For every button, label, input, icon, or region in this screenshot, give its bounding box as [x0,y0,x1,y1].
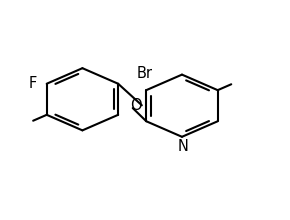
Text: Br: Br [137,66,153,81]
Text: N: N [178,139,189,154]
Text: O: O [130,98,142,113]
Text: F: F [28,76,37,91]
